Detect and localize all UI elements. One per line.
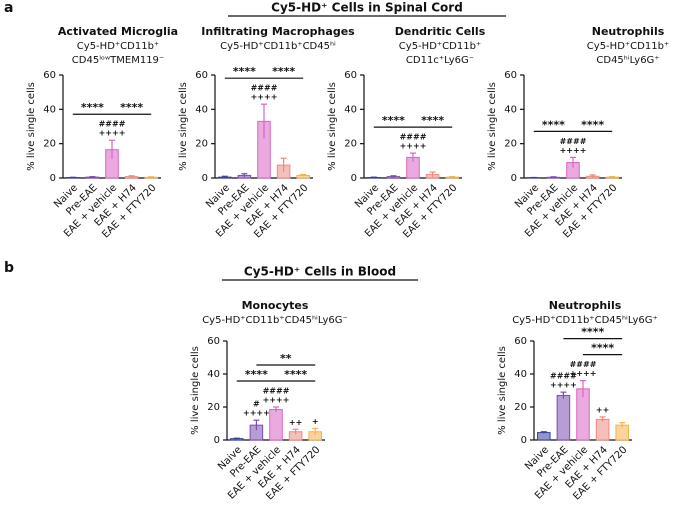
y-tick-label: 20 — [43, 139, 56, 150]
y-tick-label: 40 — [207, 369, 220, 380]
significance-label: + — [312, 417, 319, 426]
bar — [595, 418, 610, 441]
y-tick-label: 0 — [202, 173, 208, 184]
chart-subtitle: Cy5-HD⁺CD11b⁺CD45ʰⁱ — [220, 41, 336, 52]
y-axis-label: % live single cells — [327, 82, 338, 171]
significance-label: #### — [400, 133, 427, 142]
y-axis-label: % live single cells — [178, 82, 189, 171]
significance-label: #### — [550, 372, 577, 381]
significance-label: #### — [99, 120, 126, 129]
bar — [269, 408, 283, 441]
significance-label: **** — [382, 114, 405, 127]
significance-label: ++ — [289, 418, 302, 427]
y-tick-label: 0 — [351, 173, 357, 184]
y-tick-label: 40 — [195, 104, 208, 115]
y-tick-label: 20 — [195, 139, 208, 150]
bar — [556, 394, 571, 441]
significance-label: **** — [233, 65, 256, 78]
significance-label: **** — [81, 101, 104, 114]
y-axis-label: % live single cells — [497, 346, 508, 435]
chart-subtitle: Cy5-HD⁺CD11b⁺ — [77, 41, 159, 52]
chart-title: Neutrophils — [549, 299, 622, 312]
significance-label: #### — [560, 137, 587, 146]
panel-label: b — [4, 260, 14, 276]
significance-label: ++++ — [99, 129, 126, 138]
significance-label: ++++ — [243, 409, 270, 418]
significance-label: ** — [280, 352, 292, 365]
chart-title: Activated Microglia — [58, 25, 178, 38]
chart-subtitle: Cy5-HD⁺CD11b⁺ — [399, 41, 481, 52]
y-axis-label: % live single cells — [26, 82, 37, 171]
significance-label: **** — [542, 118, 565, 131]
significance-label: #### — [251, 84, 278, 93]
significance-label: ++++ — [263, 396, 290, 405]
significance-label: **** — [591, 342, 614, 355]
chart-subtitle: CD45ʰⁱLy6G⁺ — [596, 55, 659, 66]
significance-label: #### — [263, 387, 290, 396]
chart-title: Dendritic Cells — [395, 25, 486, 38]
section-heading: Cy5-HD⁺ Cells in Spinal Cord — [271, 1, 463, 15]
y-tick-label: 60 — [195, 70, 208, 81]
chart-subtitle: Cy5-HD⁺CD11b⁺ — [587, 41, 669, 52]
y-tick-label: 60 — [514, 336, 527, 347]
significance-label: **** — [581, 326, 604, 339]
y-tick-label: 20 — [514, 402, 527, 413]
y-tick-label: 60 — [344, 70, 357, 81]
significance-label: ++++ — [550, 381, 577, 390]
bar — [537, 432, 551, 441]
significance-label: **** — [245, 368, 268, 381]
y-tick-label: 20 — [344, 139, 357, 150]
significance-label: ++++ — [400, 142, 427, 151]
y-axis-label: % live single cells — [487, 82, 498, 171]
y-tick-label: 40 — [514, 369, 527, 380]
significance-label: # — [253, 400, 260, 409]
significance-label: **** — [272, 65, 295, 78]
significance-label: **** — [421, 114, 444, 127]
y-tick-label: 40 — [43, 104, 56, 115]
y-tick-label: 60 — [207, 336, 220, 347]
chart-title: Infiltrating Macrophages — [201, 25, 355, 38]
significance-label: #### — [570, 360, 597, 369]
chart-subtitle: Cy5-HD⁺CD11b⁺CD45ʰⁱLy6G⁺ — [512, 315, 658, 326]
significance-label: **** — [581, 118, 604, 131]
significance-label: ++ — [596, 405, 609, 414]
chart-title: Neutrophils — [592, 25, 665, 38]
chart-title: Monocytes — [242, 299, 309, 312]
significance-label: ++++ — [251, 93, 278, 102]
significance-label: **** — [120, 101, 143, 114]
section-heading: Cy5-HD⁺ Cells in Blood — [244, 265, 396, 279]
chart-subtitle: Cy5-HD⁺CD11b⁺CD45ʰⁱLy6G⁻ — [202, 315, 348, 326]
significance-label: ++++ — [570, 369, 597, 378]
y-tick-label: 60 — [43, 70, 56, 81]
y-tick-label: 0 — [214, 435, 220, 446]
chart-subtitle: CD45ˡᵒʷTMEM119⁻ — [72, 55, 164, 66]
y-tick-label: 20 — [207, 402, 220, 413]
y-tick-label: 0 — [521, 435, 527, 446]
y-tick-label: 40 — [504, 104, 517, 115]
panel-label: a — [4, 0, 13, 16]
y-tick-label: 40 — [344, 104, 357, 115]
y-tick-label: 0 — [511, 173, 517, 184]
y-tick-label: 60 — [504, 70, 517, 81]
chart-subtitle: CD11c⁺Ly6G⁻ — [406, 55, 474, 66]
y-tick-label: 20 — [504, 139, 517, 150]
significance-label: ++++ — [560, 146, 587, 155]
y-axis-label: % live single cells — [190, 346, 201, 435]
significance-label: **** — [284, 368, 307, 381]
y-tick-label: 0 — [50, 173, 56, 184]
